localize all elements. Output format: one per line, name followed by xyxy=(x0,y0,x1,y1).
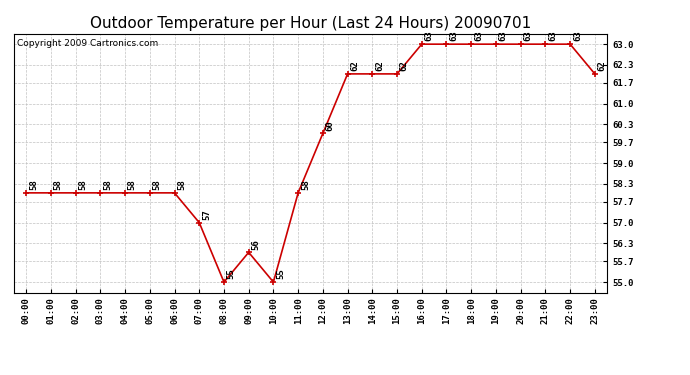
Text: 55: 55 xyxy=(276,268,285,279)
Text: 60: 60 xyxy=(326,120,335,130)
Text: 63: 63 xyxy=(548,31,557,41)
Text: 63: 63 xyxy=(573,31,582,41)
Text: 63: 63 xyxy=(499,31,508,41)
Text: 58: 58 xyxy=(177,179,186,190)
Text: 58: 58 xyxy=(29,179,38,190)
Text: 56: 56 xyxy=(251,239,260,250)
Text: 62: 62 xyxy=(375,60,384,71)
Text: 63: 63 xyxy=(449,31,458,41)
Text: 62: 62 xyxy=(598,60,607,71)
Text: 62: 62 xyxy=(400,60,408,71)
Text: 58: 58 xyxy=(54,179,63,190)
Text: 63: 63 xyxy=(424,31,433,41)
Text: Copyright 2009 Cartronics.com: Copyright 2009 Cartronics.com xyxy=(17,39,158,48)
Text: 55: 55 xyxy=(227,268,236,279)
Text: 63: 63 xyxy=(524,31,533,41)
Text: 58: 58 xyxy=(301,179,310,190)
Text: 62: 62 xyxy=(351,60,359,71)
Text: 58: 58 xyxy=(79,179,88,190)
Text: 58: 58 xyxy=(103,179,112,190)
Title: Outdoor Temperature per Hour (Last 24 Hours) 20090701: Outdoor Temperature per Hour (Last 24 Ho… xyxy=(90,16,531,31)
Text: 58: 58 xyxy=(152,179,161,190)
Text: 58: 58 xyxy=(128,179,137,190)
Text: 57: 57 xyxy=(202,209,211,220)
Text: 63: 63 xyxy=(474,31,483,41)
